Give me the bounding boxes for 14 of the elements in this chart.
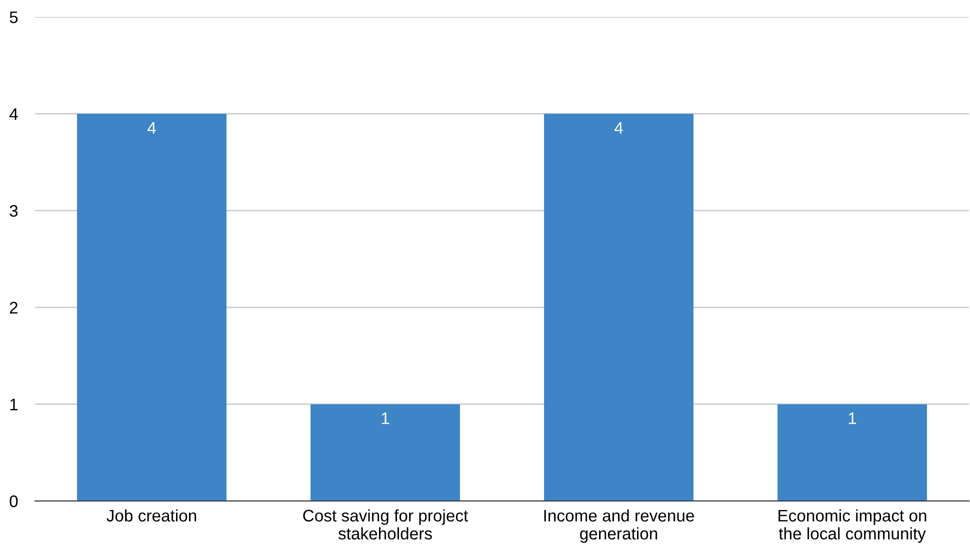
data-label: 4 — [148, 122, 156, 134]
y-tick-label: 5 — [10, 12, 18, 24]
data-label: 4 — [614, 122, 623, 134]
y-tick-label: 1 — [10, 398, 18, 410]
data-label: 1 — [848, 412, 856, 424]
x-tick-label: Economic impact on the local community — [778, 509, 926, 543]
x-tick-label: Income and revenue generation — [544, 509, 694, 543]
y-tick-label: 3 — [10, 205, 18, 217]
data-label: 1 — [382, 412, 390, 424]
y-tick-label: 4 — [9, 108, 18, 120]
x-tick-label: Job creation — [106, 509, 196, 522]
x-tick-label: Cost saving for project stakeholders — [303, 509, 468, 540]
y-tick-label: 0 — [10, 495, 18, 508]
y-tick-label: 2 — [10, 302, 18, 314]
